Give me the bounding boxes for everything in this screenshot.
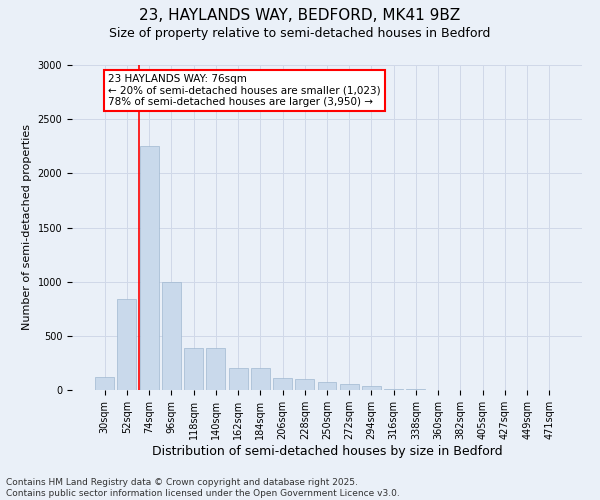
Bar xyxy=(184,348,203,390)
Bar xyxy=(140,146,158,390)
Bar xyxy=(295,379,314,390)
X-axis label: Distribution of semi-detached houses by size in Bedford: Distribution of semi-detached houses by … xyxy=(152,445,502,458)
Bar xyxy=(206,348,225,390)
Bar xyxy=(162,282,181,390)
Text: 23 HAYLANDS WAY: 76sqm
← 20% of semi-detached houses are smaller (1,023)
78% of : 23 HAYLANDS WAY: 76sqm ← 20% of semi-det… xyxy=(108,74,380,107)
Bar xyxy=(317,382,337,390)
Bar xyxy=(95,377,114,390)
Bar xyxy=(273,378,292,390)
Text: 23, HAYLANDS WAY, BEDFORD, MK41 9BZ: 23, HAYLANDS WAY, BEDFORD, MK41 9BZ xyxy=(139,8,461,22)
Bar xyxy=(362,386,381,390)
Y-axis label: Number of semi-detached properties: Number of semi-detached properties xyxy=(22,124,32,330)
Bar xyxy=(118,299,136,390)
Bar xyxy=(384,389,403,390)
Bar xyxy=(251,368,270,390)
Text: Contains HM Land Registry data © Crown copyright and database right 2025.
Contai: Contains HM Land Registry data © Crown c… xyxy=(6,478,400,498)
Bar xyxy=(340,384,359,390)
Bar xyxy=(229,368,248,390)
Text: Size of property relative to semi-detached houses in Bedford: Size of property relative to semi-detach… xyxy=(109,28,491,40)
